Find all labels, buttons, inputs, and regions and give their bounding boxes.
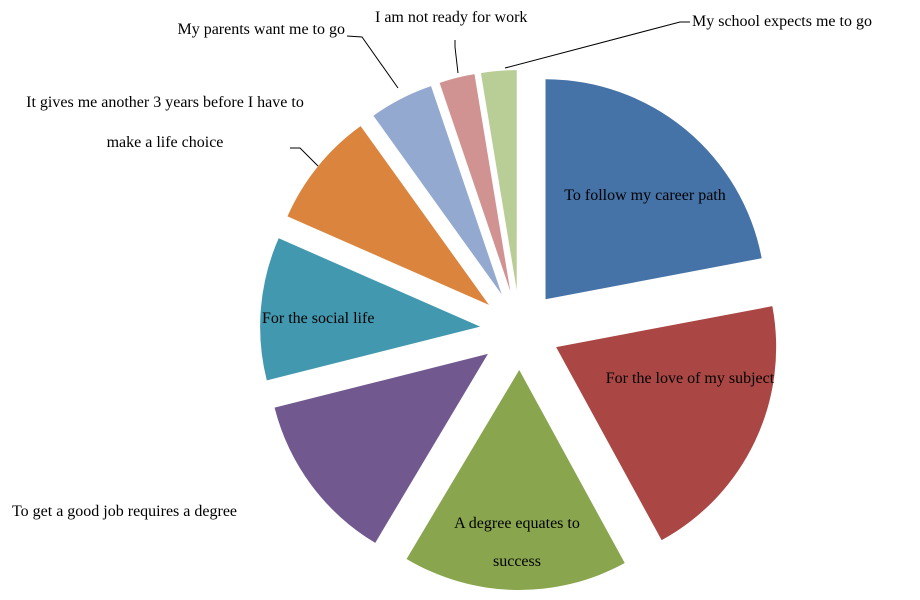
pie-slice [373, 86, 502, 295]
slice-label: To follow my career path [564, 187, 726, 204]
leader-line [346, 35, 399, 89]
pie-slice [274, 353, 488, 543]
pie-slice [260, 238, 481, 381]
pie-slice [545, 79, 762, 300]
slice-label: To get a good job requires a degree [12, 503, 238, 520]
slice-label: A degree equates to success [454, 515, 580, 570]
pie-slice [480, 70, 517, 291]
pie-slice [439, 74, 511, 292]
slice-label: My school expects me to go [692, 13, 872, 30]
leader-line [454, 40, 459, 74]
leader-line [290, 147, 319, 167]
pie-slice [287, 126, 489, 305]
slice-label: For the love of my subject [605, 370, 775, 387]
leader-line [504, 21, 690, 69]
slice-label: It gives me another 3 years before I hav… [26, 94, 304, 151]
pie-slice [556, 306, 777, 541]
slice-label: My parents want me to go [177, 21, 345, 38]
slice-label: I am not ready for work [375, 9, 528, 26]
pie-slice [406, 369, 625, 590]
slice-label: For the social life [262, 310, 375, 327]
